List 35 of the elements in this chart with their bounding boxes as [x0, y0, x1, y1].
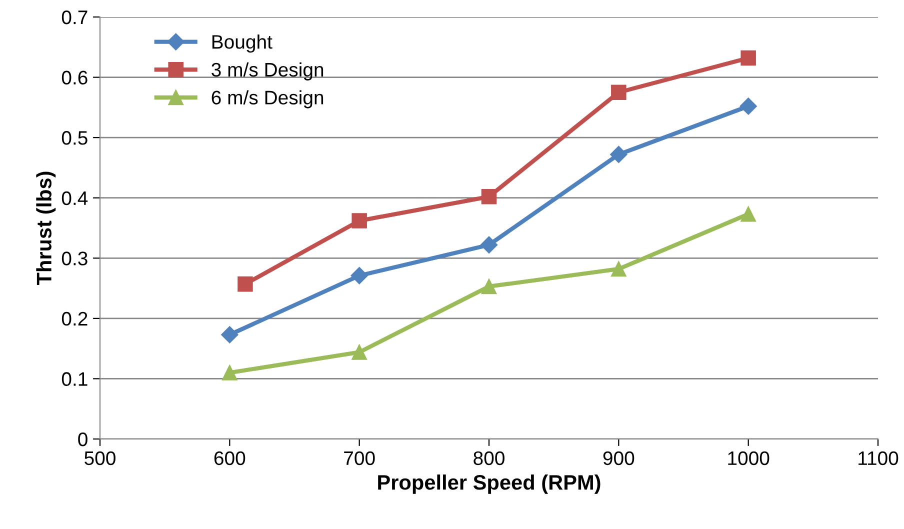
point	[740, 206, 756, 222]
point	[238, 276, 253, 292]
point	[352, 213, 367, 228]
point	[222, 365, 238, 380]
x-axis-title: Propeller Speed (RPM)	[378, 474, 600, 494]
y-tick-label: 0.2	[62, 312, 88, 326]
point	[481, 278, 497, 294]
x-tick-label: 900	[603, 451, 634, 466]
y-tick-label: 0.6	[62, 70, 88, 85]
x-tick-label: 800	[474, 451, 504, 466]
y-tick-label: 0.7	[62, 10, 88, 24]
legend-label: Bought	[212, 34, 272, 53]
x-tick-label: 1000	[728, 451, 770, 466]
point	[740, 98, 757, 115]
point	[610, 146, 628, 164]
point	[481, 189, 497, 204]
point	[611, 261, 626, 277]
y-tick-label: 0.3	[62, 252, 88, 266]
y-tick-label: 0.1	[62, 372, 88, 386]
x-tick-label: 700	[344, 451, 375, 466]
y-tick-label: 0.5	[62, 131, 88, 145]
y-axis-title: Thrust (lbs)	[36, 172, 56, 286]
point	[352, 344, 367, 360]
y-tick-label: 0	[78, 432, 88, 446]
x-tick-label: 600	[214, 451, 246, 466]
y-tick-label: 0.4	[62, 191, 88, 206]
x-tick-label: 500	[84, 451, 116, 466]
point	[221, 326, 238, 344]
point	[350, 267, 368, 284]
point	[480, 236, 498, 254]
point	[611, 84, 626, 100]
legend-label: 3 m/s Design	[212, 62, 324, 80]
point	[740, 50, 756, 66]
x-tick-label: 1100	[858, 451, 898, 466]
legend-label: 6 m/s Design	[212, 90, 324, 108]
